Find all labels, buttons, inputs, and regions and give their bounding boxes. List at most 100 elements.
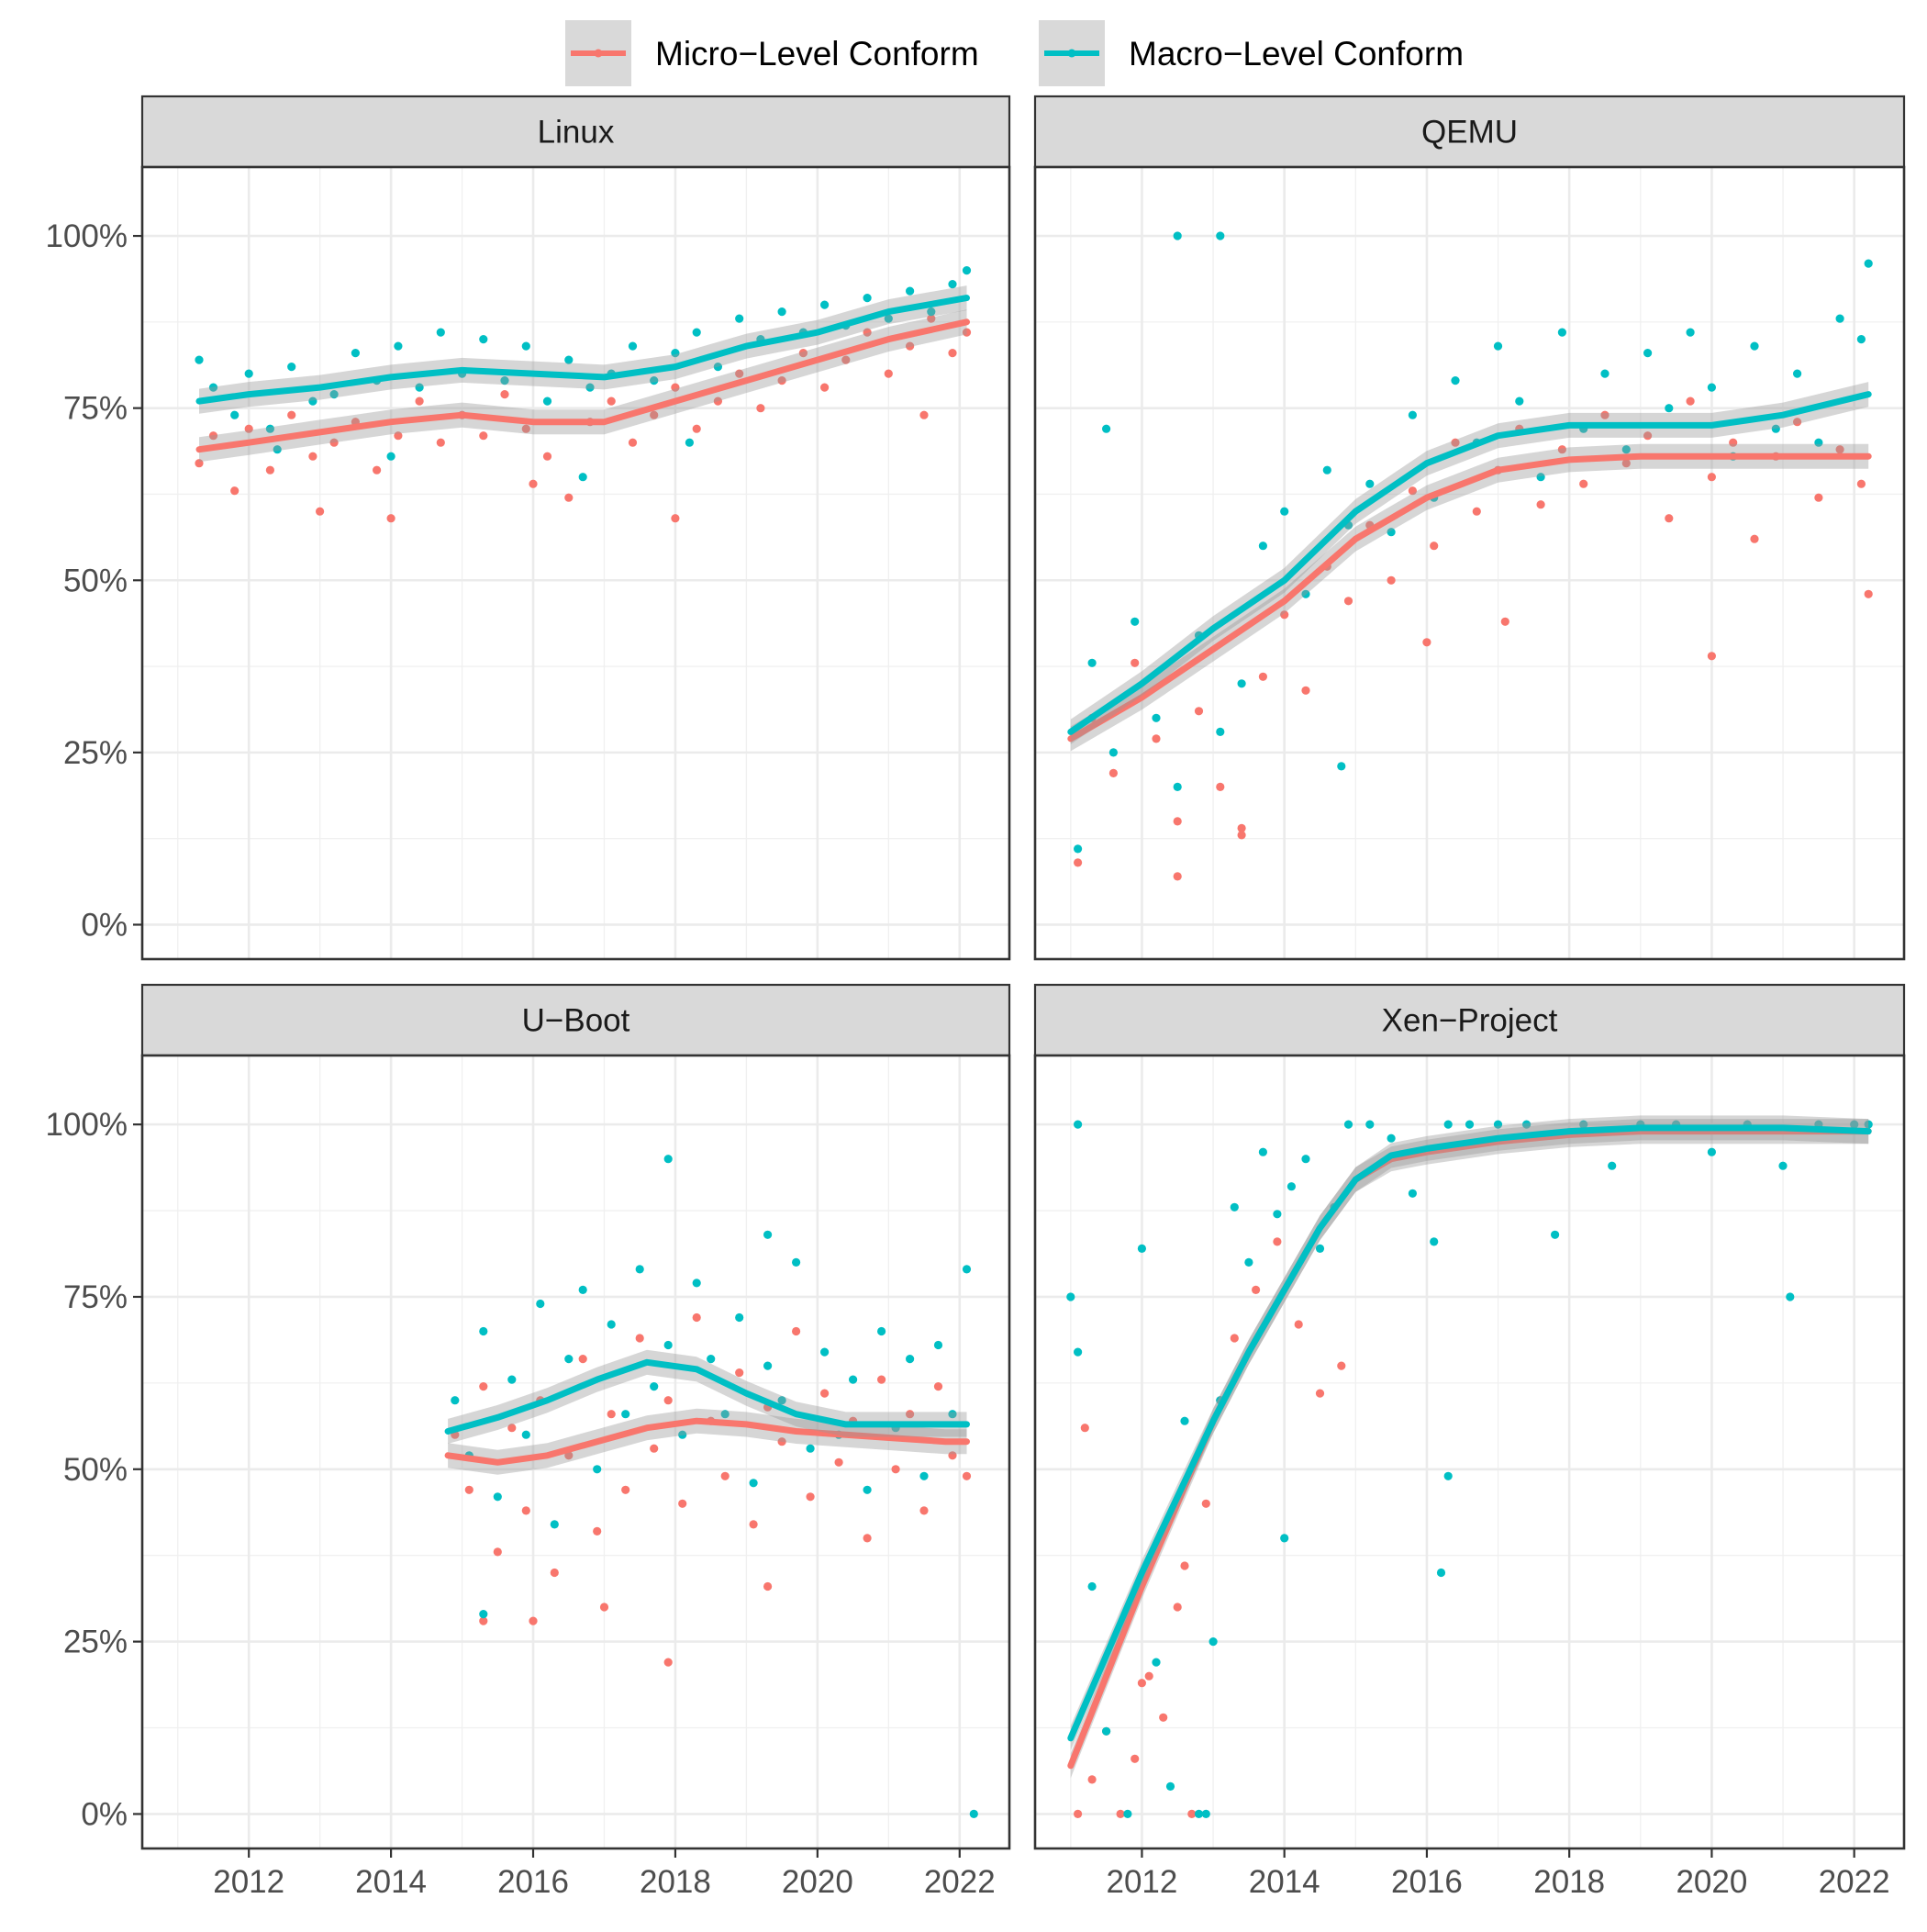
micro-point bbox=[1074, 1809, 1083, 1818]
macro-point bbox=[1864, 259, 1873, 268]
macro-point bbox=[1216, 231, 1225, 240]
macro-point bbox=[436, 328, 445, 337]
micro-point bbox=[493, 1547, 502, 1557]
macro-point bbox=[1216, 727, 1225, 737]
macro-point bbox=[195, 355, 204, 364]
macro-point bbox=[1102, 424, 1111, 433]
y-tick-label: 100% bbox=[45, 218, 128, 254]
facet-strip bbox=[1033, 983, 1906, 1057]
micro-point bbox=[891, 1465, 900, 1474]
macro-point bbox=[542, 396, 552, 406]
macro-point bbox=[1665, 404, 1674, 413]
macro-point bbox=[1856, 335, 1866, 344]
micro-point bbox=[1258, 672, 1267, 681]
macro-point bbox=[1137, 1244, 1146, 1253]
macro-point bbox=[1322, 465, 1331, 475]
micro-point bbox=[394, 431, 403, 441]
macro-point bbox=[1515, 396, 1524, 406]
plot-content bbox=[1067, 231, 1873, 881]
micro-point bbox=[479, 431, 488, 441]
micro-point bbox=[244, 424, 253, 433]
macro-point bbox=[1778, 1161, 1788, 1170]
micro-point bbox=[436, 438, 445, 447]
macro-point bbox=[1451, 376, 1460, 385]
x-tick-label: 2022 bbox=[1819, 1864, 1890, 1900]
macro-confidence-band bbox=[1070, 382, 1869, 744]
macro-point bbox=[1074, 1347, 1083, 1357]
macro-point bbox=[607, 1320, 616, 1329]
macro-point bbox=[884, 314, 893, 323]
micro-point bbox=[479, 1382, 488, 1391]
macro-point bbox=[1608, 1161, 1617, 1170]
micro-point bbox=[820, 383, 830, 392]
micro-point bbox=[1430, 542, 1439, 551]
micro-point bbox=[1686, 396, 1695, 406]
micro-point bbox=[906, 1410, 915, 1419]
panels: Linux 0% 25% 50% 75% 100% QEMU U−Boot 0% 25% 50% 75… bbox=[45, 95, 1906, 1900]
macro-point bbox=[1557, 328, 1566, 337]
micro-point bbox=[777, 1437, 786, 1446]
y-tick-label: 25% bbox=[63, 735, 128, 771]
macro-point bbox=[1643, 349, 1653, 358]
legend-item: Micro−Level Conform bbox=[565, 20, 979, 86]
micro-point bbox=[1194, 707, 1204, 716]
macro-point bbox=[713, 363, 723, 372]
macro-point bbox=[1337, 762, 1346, 771]
micro-point bbox=[265, 465, 274, 475]
y-tick-label: 25% bbox=[63, 1625, 128, 1660]
macro-point bbox=[1793, 369, 1802, 378]
y-tick-label: 0% bbox=[81, 907, 128, 943]
micro-point bbox=[607, 396, 616, 406]
macro-point bbox=[650, 376, 659, 385]
macro-point bbox=[1152, 713, 1161, 722]
micro-point bbox=[884, 369, 893, 378]
micro-point bbox=[713, 396, 723, 406]
micro-point bbox=[1216, 782, 1225, 792]
macro-point bbox=[536, 1299, 545, 1309]
micro-point bbox=[671, 514, 680, 523]
micro-point bbox=[962, 1471, 972, 1480]
macro-point bbox=[1365, 479, 1375, 488]
macro-point bbox=[962, 266, 972, 275]
x-tick-label: 2014 bbox=[1249, 1864, 1320, 1900]
micro-point bbox=[1707, 473, 1716, 482]
micro-point bbox=[1301, 686, 1310, 695]
macro-point bbox=[1315, 1244, 1325, 1253]
macro-point bbox=[1750, 341, 1759, 351]
panel-xen-project: Xen−Project 2012 2014 2016 2018 2020 2022 bbox=[1033, 983, 1906, 1900]
macro-point bbox=[1173, 231, 1182, 240]
x-tick-label: 2018 bbox=[640, 1864, 711, 1900]
macro-point bbox=[1280, 1534, 1289, 1543]
macro-point bbox=[749, 1479, 758, 1488]
macro-point bbox=[735, 314, 744, 323]
macro-point bbox=[1258, 1147, 1267, 1156]
micro-point bbox=[1074, 858, 1083, 867]
macro-point bbox=[806, 1444, 815, 1453]
micro-trend-line bbox=[444, 1417, 970, 1466]
micro-point bbox=[1187, 1809, 1197, 1818]
micro-point bbox=[663, 1396, 673, 1405]
macro-point bbox=[692, 328, 701, 337]
macro-point bbox=[678, 1430, 687, 1439]
micro-point bbox=[806, 1492, 815, 1502]
macro-point bbox=[208, 383, 218, 392]
macro-point bbox=[1165, 1781, 1175, 1791]
facet-title: QEMU bbox=[1421, 115, 1518, 151]
micro-point bbox=[692, 424, 701, 433]
micro-point bbox=[628, 438, 638, 447]
macro-point bbox=[1108, 748, 1118, 757]
micro-point bbox=[1116, 1809, 1125, 1818]
macro-point bbox=[593, 1465, 602, 1474]
macro-point bbox=[1408, 1189, 1417, 1198]
plot-content bbox=[195, 266, 972, 523]
macro-point bbox=[273, 445, 282, 454]
macro-point bbox=[1551, 1230, 1560, 1239]
x-tick-label: 2020 bbox=[782, 1864, 853, 1900]
micro-point bbox=[1643, 431, 1653, 441]
macro-point bbox=[849, 1375, 858, 1384]
micro-point bbox=[792, 1326, 801, 1336]
micro-point bbox=[415, 396, 424, 406]
micro-point bbox=[749, 1520, 758, 1529]
micro-trend-line bbox=[1067, 452, 1872, 743]
macro-point bbox=[948, 280, 957, 289]
